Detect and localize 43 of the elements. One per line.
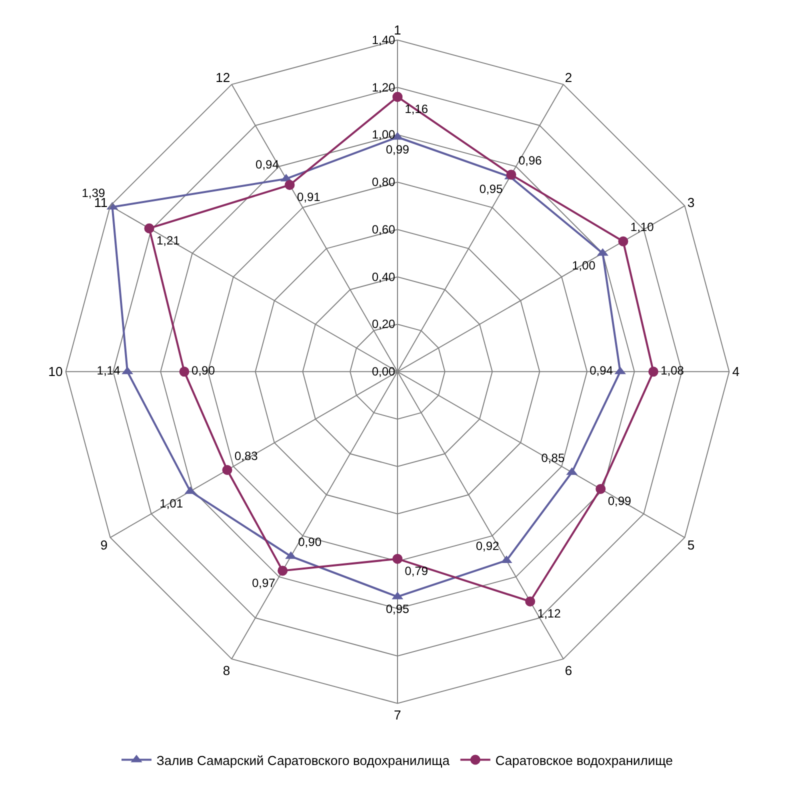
data-label: 1,14 (96, 364, 120, 378)
data-label: 1,21 (156, 234, 180, 248)
data-label: 0,94 (590, 364, 614, 378)
spoke-label: 4 (732, 364, 740, 380)
data-label: 0,99 (386, 142, 410, 156)
y-tick-label: 0,20 (372, 317, 396, 332)
spoke-label: 1 (394, 22, 402, 38)
data-label: 0,83 (234, 448, 258, 463)
data-label: 0,79 (404, 564, 428, 578)
data-label: 1,01 (160, 496, 184, 511)
spoke-label: 2 (564, 70, 572, 85)
data-label: 0,94 (256, 158, 280, 172)
spoke-label: 7 (394, 707, 402, 722)
spoke-label: 5 (687, 538, 695, 553)
data-label: 0,90 (192, 364, 216, 378)
data-label: 0,96 (518, 153, 542, 168)
data-label: 1,00 (572, 258, 596, 272)
data-label: 0,95 (386, 602, 410, 616)
y-tick-label: 0,00 (372, 364, 396, 379)
y-tick-label: 1,20 (372, 80, 396, 94)
data-label: 0,85 (541, 451, 565, 466)
data-label: 0,90 (298, 535, 322, 550)
data-label: 0,97 (252, 576, 276, 590)
spoke-label: 8 (222, 663, 230, 678)
spoke-label: 3 (687, 194, 695, 210)
legend-label: Залив Самарский Саратовского водохранилища (156, 752, 450, 768)
y-tick-label: 0,40 (372, 270, 396, 284)
data-label: 0,95 (479, 182, 504, 196)
data-label: 1,10 (630, 220, 654, 234)
y-tick-label: 0,60 (372, 222, 396, 236)
spoke-label: 10 (48, 364, 63, 380)
legend-label: Саратовское водохранилище (495, 752, 673, 768)
y-tick-label: 1,00 (372, 128, 396, 142)
spoke-label: 12 (216, 70, 230, 85)
data-label: 1,12 (537, 606, 562, 621)
data-label: 0,99 (608, 494, 632, 508)
data-label: 0,91 (296, 190, 321, 204)
spoke-label: 6 (564, 663, 572, 678)
data-label: 1,08 (660, 364, 684, 378)
y-tick-label: 0,80 (372, 175, 396, 190)
data-label: 0,92 (476, 539, 500, 554)
y-tick-label: 1,40 (372, 32, 396, 47)
spoke-label: 9 (100, 538, 108, 553)
